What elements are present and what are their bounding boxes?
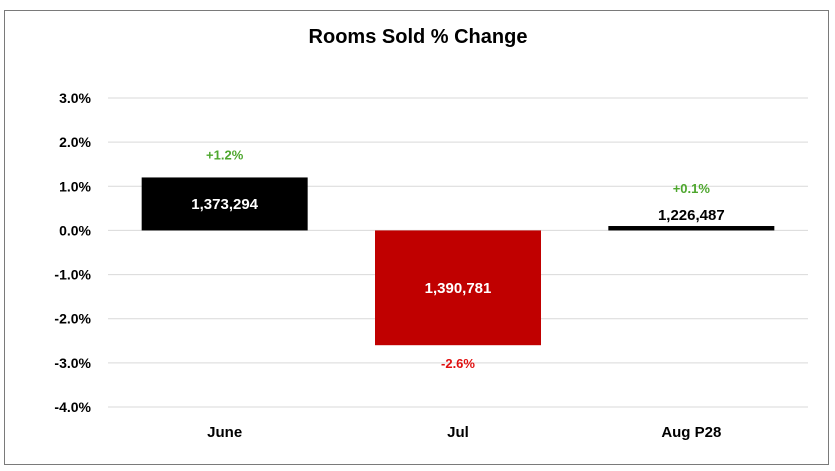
y-tick-label: 1.0% — [59, 178, 91, 194]
x-category-label: Aug P28 — [661, 424, 721, 441]
bar — [375, 230, 541, 346]
bars — [141, 177, 775, 346]
y-tick-label: -3.0% — [54, 355, 91, 371]
x-axis-categories: June Jul Aug P28 — [207, 424, 721, 441]
y-tick-label: 0.0% — [59, 222, 91, 238]
x-category-label: June — [207, 424, 242, 441]
y-tick-label: 2.0% — [59, 134, 91, 150]
bar-count-label: 1,226,487 — [658, 207, 725, 224]
y-tick-label: -4.0% — [54, 399, 91, 415]
y-axis-ticks: 3.0% 2.0% 1.0% 0.0% -1.0% -2.0% -3.0% -4.0% — [54, 90, 91, 415]
bar — [608, 226, 775, 231]
percent-change-label: +1.2% — [206, 147, 244, 162]
y-tick-label: 3.0% — [59, 90, 91, 106]
bar — [141, 177, 308, 231]
y-tick-label: -2.0% — [54, 311, 91, 327]
bar-count-label: 1,373,294 — [191, 196, 258, 213]
percent-change-label: -2.6% — [441, 356, 475, 371]
chart-title: Rooms Sold % Change — [309, 26, 528, 48]
x-category-label: Jul — [447, 424, 469, 441]
bar-count-label: 1,390,781 — [425, 280, 492, 297]
data-labels: 1,373,294 +1.2% 1,390,781 -2.6% 1,226,487 +0.… — [191, 147, 724, 371]
percent-change-label: +0.1% — [673, 181, 711, 196]
y-tick-label: -1.0% — [54, 267, 91, 283]
